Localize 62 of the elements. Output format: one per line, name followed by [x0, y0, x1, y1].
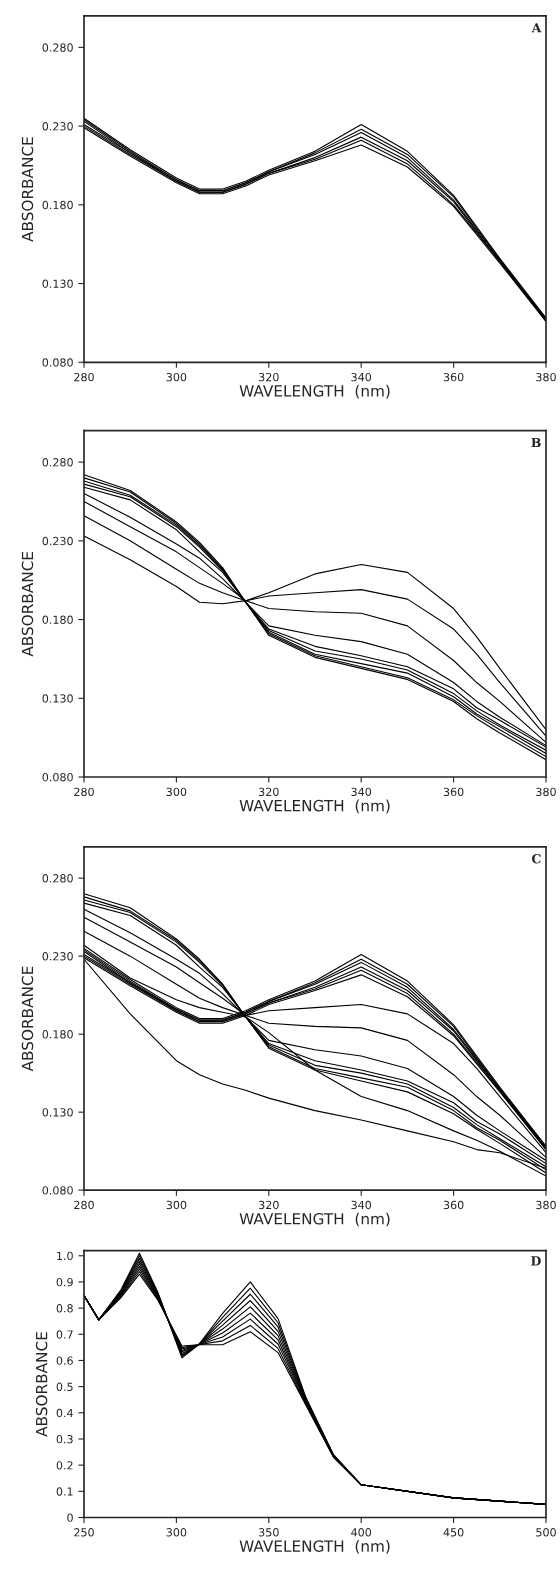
- x-tick-label: 320: [259, 372, 279, 382]
- x-tick-label: 500: [536, 1528, 556, 1537]
- x-tick-label: 250: [74, 1528, 94, 1537]
- y-tick-label: 0.180: [42, 200, 73, 210]
- y-tick-label: 0.4: [56, 1408, 73, 1418]
- x-tick-label: 280: [74, 1200, 94, 1210]
- y-tick-label: 1.0: [57, 1251, 73, 1261]
- y-tick-label: 0.6: [56, 1356, 73, 1365]
- x-axis-title: WAVELENGTH (nm): [239, 799, 390, 814]
- y-tick-label: 0.9: [56, 1277, 73, 1287]
- y-tick-label: 0.2: [56, 1461, 73, 1470]
- y-axis-title: ABSORBANCE: [35, 1332, 48, 1437]
- x-tick-label: 320: [259, 1200, 279, 1210]
- annotation: A: [531, 23, 542, 33]
- x-tick-label: 380: [536, 372, 556, 382]
- y-tick-label: 0.280: [42, 874, 73, 883]
- x-tick-label: 380: [536, 787, 556, 797]
- y-tick-label: 0.230: [42, 122, 73, 131]
- x-axis-title: WAVELENGTH (nm): [239, 1212, 390, 1227]
- y-tick-label: 0.3: [56, 1434, 73, 1444]
- y-tick-label: 0.080: [42, 773, 73, 782]
- y-tick-label: 0.130: [42, 1108, 73, 1117]
- x-tick-label: 300: [166, 1528, 187, 1537]
- x-tick-label: 360: [443, 1200, 464, 1210]
- annotation: B: [531, 437, 541, 448]
- x-tick-label: 350: [259, 1528, 279, 1537]
- y-tick-label: 0.5: [56, 1382, 73, 1392]
- x-tick-label: 450: [443, 1528, 464, 1537]
- y-tick-label: 0.280: [42, 458, 73, 467]
- x-tick-label: 300: [166, 787, 187, 797]
- y-axis-title: ABSORBANCE: [21, 551, 34, 657]
- y-tick-label: 0.230: [42, 536, 73, 546]
- x-tick-label: 320: [259, 787, 279, 797]
- y-axis-title: ABSORBANCE: [21, 137, 34, 242]
- annotation: C: [531, 854, 541, 864]
- y-tick-label: 0.7: [56, 1330, 73, 1339]
- x-axis-title: WAVELENGTH (nm): [239, 384, 390, 399]
- x-tick-label: 380: [536, 1200, 556, 1210]
- y-tick-label: 0.130: [42, 694, 73, 703]
- x-tick-label: 340: [351, 1200, 372, 1210]
- y-tick-label: 0.180: [42, 1030, 73, 1039]
- y-tick-label: 0.080: [42, 358, 73, 367]
- x-tick-label: 300: [166, 372, 187, 382]
- x-tick-label: 280: [74, 787, 94, 797]
- y-tick-label: 0: [67, 1513, 73, 1522]
- y-axis-title: ABSORBANCE: [21, 966, 34, 1072]
- x-tick-label: 340: [351, 787, 372, 797]
- x-tick-label: 300: [166, 1200, 187, 1210]
- y-tick-label: 0.080: [42, 1186, 73, 1195]
- y-tick-label: 0.1: [56, 1487, 73, 1496]
- x-axis-title: WAVELENGTH (nm): [239, 1540, 390, 1554]
- x-tick-label: 360: [443, 787, 464, 797]
- x-tick-label: 400: [351, 1528, 372, 1537]
- annotation: D: [531, 1256, 541, 1266]
- y-tick-label: 0.8: [56, 1304, 73, 1313]
- y-tick-label: 0.180: [42, 615, 73, 624]
- x-tick-label: 280: [74, 372, 94, 382]
- x-tick-label: 340: [351, 372, 372, 382]
- x-tick-label: 360: [443, 372, 464, 382]
- y-tick-label: 0.280: [42, 43, 73, 52]
- y-tick-label: 0.130: [42, 279, 73, 288]
- y-tick-label: 0.230: [42, 952, 73, 961]
